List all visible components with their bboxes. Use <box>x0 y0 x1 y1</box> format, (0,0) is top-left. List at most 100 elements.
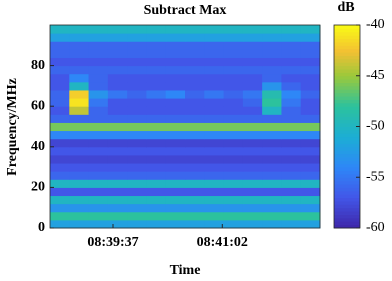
heat-cell <box>69 122 90 132</box>
colorbar-segment <box>334 126 360 131</box>
colorbar-segment <box>334 35 360 40</box>
heat-cell <box>185 81 205 91</box>
heat-cell <box>300 146 321 156</box>
heat-cell <box>107 89 128 99</box>
heat-cell <box>281 203 302 213</box>
heat-cell <box>242 146 263 156</box>
heat-cell <box>185 41 205 50</box>
heat-cell <box>88 41 109 50</box>
heat-cell <box>107 203 128 213</box>
heat-cell <box>69 114 90 123</box>
colorbar-segment <box>334 156 360 161</box>
heat-cell <box>107 49 128 58</box>
colorbar-segment <box>334 129 360 134</box>
heat-cell <box>281 57 302 67</box>
heat-cell <box>204 49 225 58</box>
colorbar-tick-label: -55 <box>366 169 385 184</box>
heat-cell <box>242 219 263 229</box>
colorbar-segment <box>334 221 360 226</box>
heat-cell <box>69 219 90 229</box>
colorbar-segment <box>334 211 360 215</box>
heat-cell <box>223 122 244 132</box>
heat-cell <box>146 49 167 58</box>
heat-cell <box>69 171 90 180</box>
colorbar-segment <box>334 106 360 111</box>
heat-cell <box>223 106 244 115</box>
heat-cell <box>146 57 167 67</box>
heat-cell <box>88 130 109 140</box>
heat-cell <box>223 57 244 67</box>
heat-cell <box>127 106 147 115</box>
colorbar-segment <box>334 123 360 127</box>
heat-cell <box>88 81 109 91</box>
heat-cell <box>69 25 90 34</box>
heat-cell <box>242 138 263 148</box>
heat-cell <box>107 146 128 156</box>
heat-cell <box>165 106 186 115</box>
heat-cell <box>242 41 263 50</box>
heat-cell <box>69 179 90 188</box>
heat-cell <box>146 138 167 148</box>
heat-cell <box>242 195 263 205</box>
heat-cell <box>88 219 109 229</box>
heat-cell <box>165 138 186 148</box>
y-tick-label: 40 <box>31 139 45 154</box>
colorbar-segment <box>334 48 360 53</box>
colorbar-segment <box>334 109 360 114</box>
colorbar-segment <box>334 31 360 36</box>
heat-cell <box>300 122 321 132</box>
heat-cell <box>69 195 90 205</box>
heat-cell <box>107 98 128 107</box>
heat-cell <box>146 219 167 229</box>
heat-cell <box>107 219 128 229</box>
heat-cell <box>88 163 109 172</box>
heat-cell <box>300 114 321 123</box>
heat-cell <box>223 73 244 83</box>
colorbar-segment <box>334 200 360 205</box>
heat-cell <box>300 49 321 58</box>
heat-cell <box>50 106 70 115</box>
heat-cell <box>185 211 205 221</box>
heat-cell <box>50 171 70 180</box>
heat-cell <box>300 171 321 180</box>
heat-cell <box>262 219 282 229</box>
heat-cell <box>146 106 167 115</box>
heat-cell <box>204 25 225 34</box>
heat-cell <box>223 25 244 34</box>
heat-cell <box>281 65 302 75</box>
heat-cell <box>185 89 205 99</box>
heat-cell <box>69 187 90 197</box>
colorbar-segment <box>334 41 360 46</box>
heat-cell <box>127 41 147 50</box>
x-tick-label: 08:41:02 <box>197 235 248 250</box>
heat-cell <box>262 179 282 188</box>
heat-cell <box>223 33 244 42</box>
heat-cell <box>88 187 109 197</box>
colorbar-segment <box>334 89 360 94</box>
heat-cell <box>242 179 263 188</box>
heat-cell <box>242 81 263 91</box>
heat-cell <box>185 171 205 180</box>
heat-cell <box>127 146 147 156</box>
heat-cell <box>165 114 186 123</box>
heat-cell <box>127 171 147 180</box>
heat-cell <box>50 203 70 213</box>
heat-cell <box>165 89 186 99</box>
heat-cell <box>300 73 321 83</box>
heat-cell <box>300 98 321 107</box>
heat-cell <box>223 171 244 180</box>
heat-cell <box>262 171 282 180</box>
heat-cell <box>88 114 109 123</box>
heat-cell <box>146 25 167 34</box>
heat-cell <box>107 57 128 67</box>
heat-cell <box>204 57 225 67</box>
heat-cell <box>165 187 186 197</box>
heat-cell <box>185 146 205 156</box>
colorbar-segment <box>334 112 360 117</box>
colorbar-segment <box>334 72 360 77</box>
heat-cell <box>185 65 205 75</box>
heat-cell <box>262 211 282 221</box>
heat-cell <box>281 163 302 172</box>
heat-cell <box>262 114 282 123</box>
